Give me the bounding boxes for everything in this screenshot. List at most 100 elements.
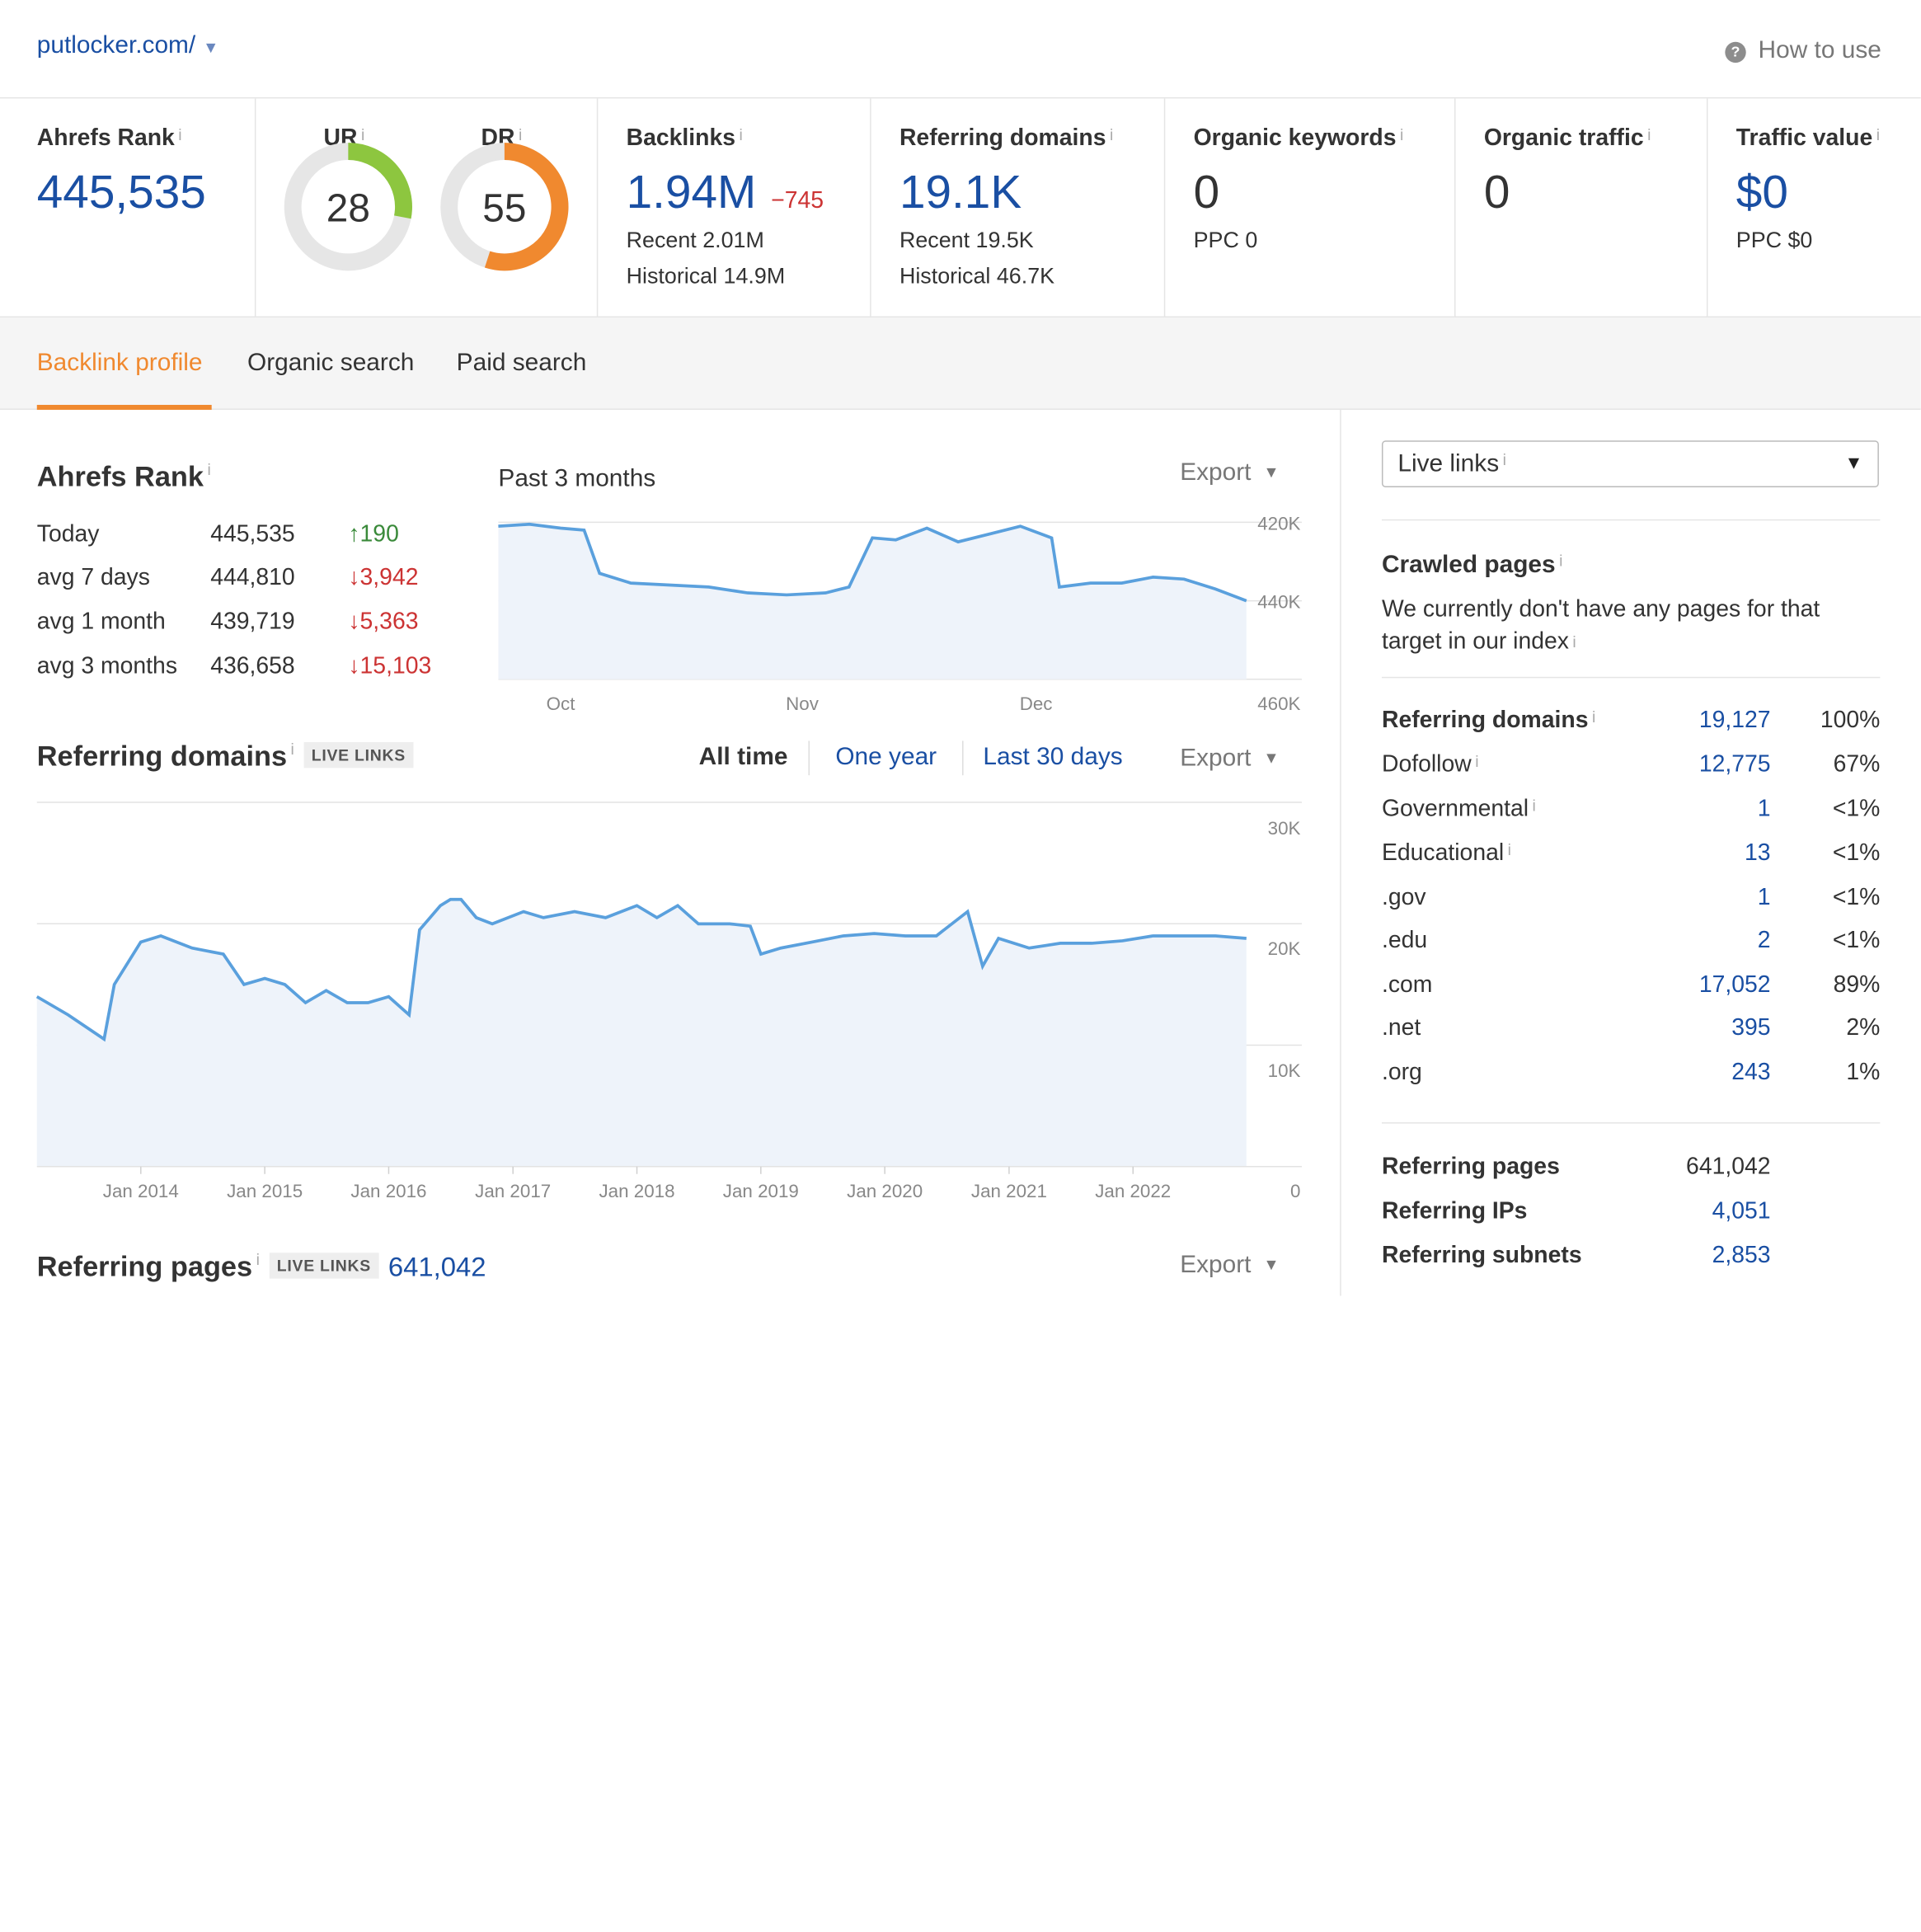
stat-percent: <1% [1832, 928, 1881, 954]
info-icon[interactable]: i [178, 125, 182, 144]
range-all-time[interactable]: All time [698, 743, 788, 771]
stat-value[interactable]: 2,853 [1712, 1243, 1771, 1269]
stat-value[interactable]: 1 [1757, 796, 1771, 822]
range-last-30-days[interactable]: Last 30 days [983, 743, 1123, 771]
export-button[interactable]: Export ▼ [1180, 744, 1280, 772]
page-stat-row: Referring pages 641,042 [1382, 1154, 1880, 1192]
rank-row-value: 444,810 [210, 565, 295, 591]
metric-value: 0 [1483, 167, 1510, 219]
stat-value[interactable]: 243 [1731, 1059, 1771, 1086]
range-one-year[interactable]: One year [835, 743, 937, 771]
ur-gauge-arc [347, 143, 412, 219]
info-icon[interactable]: i [739, 125, 743, 144]
rank-area [498, 524, 1247, 679]
how-to-use-label: How to use [1758, 36, 1881, 64]
info-icon[interactable]: i [1591, 707, 1596, 726]
metric-label: Organic keywords [1193, 125, 1397, 152]
metric-backlinks: Backlinks i 1.94M −745 Recent 2.01M Histor… [598, 98, 871, 317]
domain-selector[interactable]: putlocker.com/ ▼ [37, 32, 219, 60]
stat-label: .com [1381, 971, 1433, 999]
stat-value[interactable]: 2 [1757, 928, 1771, 954]
stat-label: .org [1381, 1059, 1422, 1086]
metric-historical[interactable]: Historical 14.9M [626, 263, 786, 289]
info-icon[interactable]: i [1475, 751, 1479, 771]
info-icon[interactable]: i [1647, 125, 1651, 144]
stat-percent: 89% [1833, 971, 1881, 999]
domain-stat-row: Referring domains i 19,127 100% [1382, 707, 1880, 745]
stat-value[interactable]: 4,051 [1712, 1198, 1771, 1225]
stat-percent: 2% [1846, 1015, 1881, 1041]
metric-recent[interactable]: Recent 2.01M [626, 228, 764, 252]
x-tick-label: Nov [786, 693, 820, 714]
metric-label: Organic traffic [1483, 125, 1644, 152]
metric-delta: −745 [771, 188, 824, 214]
stat-percent: <1% [1832, 840, 1881, 867]
metric-value[interactable]: 445,535 [36, 167, 206, 219]
rank-row-value: 445,535 [210, 521, 295, 548]
stat-value[interactable]: 19,127 [1698, 707, 1771, 734]
metric-organic-traffic: Organic traffic i 0 [1456, 98, 1708, 317]
metric-historical[interactable]: Historical 46.7K [899, 263, 1055, 289]
metric-value[interactable]: 1.94M [626, 167, 757, 219]
stat-label: Referring IPs [1381, 1198, 1528, 1225]
info-icon[interactable]: i [1572, 632, 1576, 651]
tab-backlink-profile[interactable]: Backlink profile [36, 349, 203, 377]
referring-pages-value[interactable]: 641,042 [387, 1251, 486, 1283]
ahrefs-rank-chart: 420K 440K 460K Oct Nov Dec [498, 513, 1302, 714]
arrow-down-icon: ↓ [348, 565, 360, 591]
page-stat-row: Referring subnets 2,853 [1382, 1243, 1880, 1280]
y-tick-label: 440K [1257, 592, 1300, 613]
stat-value[interactable]: 13 [1745, 840, 1771, 867]
referring-domains-area [36, 899, 1247, 1167]
stat-percent: 100% [1820, 707, 1881, 734]
x-tick-label: Jan 2014 [103, 1181, 179, 1201]
info-icon[interactable]: i [360, 125, 365, 144]
metric-label: Ahrefs Rank [36, 125, 175, 152]
stat-value[interactable]: 17,052 [1698, 971, 1771, 999]
right-panel [1340, 409, 1921, 1296]
stat-value: 641,042 [1686, 1154, 1771, 1181]
info-icon[interactable]: i [1876, 125, 1881, 144]
x-tick-label: Jan 2019 [723, 1181, 799, 1201]
caret-down-icon: ▼ [1263, 463, 1280, 482]
stat-percent: <1% [1832, 885, 1881, 911]
divider [1381, 1122, 1881, 1124]
stat-label: .gov [1381, 885, 1426, 911]
export-button[interactable]: Export ▼ [1180, 1251, 1280, 1279]
live-links-select[interactable]: Live links i ▼ [1381, 440, 1879, 487]
metric-ppc: PPC $0 [1735, 228, 1813, 252]
info-icon[interactable]: i [207, 460, 211, 479]
info-icon[interactable]: i [1502, 450, 1506, 469]
y-tick-label: 10K [1268, 1060, 1301, 1081]
stat-value[interactable]: 395 [1731, 1015, 1771, 1041]
rank-row-value: 439,719 [210, 609, 295, 636]
x-tick-label: Jan 2016 [350, 1181, 426, 1201]
info-icon[interactable]: i [1559, 551, 1563, 570]
domain-stat-row: Educational i 13 <1% [1382, 840, 1880, 877]
domain-stat-row: .gov 1 <1% [1382, 885, 1880, 922]
info-icon[interactable]: i [1109, 125, 1114, 144]
stat-label: Referring subnets [1381, 1243, 1582, 1269]
info-icon[interactable]: i [1507, 840, 1511, 859]
metric-recent[interactable]: Recent 19.5K [899, 228, 1034, 252]
info-icon[interactable]: i [290, 739, 294, 759]
info-icon[interactable]: i [518, 125, 523, 144]
tab-paid-search[interactable]: Paid search [456, 349, 587, 377]
arrow-down-icon: ↓ [348, 653, 360, 679]
stat-value[interactable]: 12,775 [1698, 751, 1771, 778]
export-button[interactable]: Export ▼ [1180, 458, 1280, 487]
stat-value[interactable]: 1 [1757, 885, 1771, 911]
stat-percent: 1% [1846, 1059, 1881, 1086]
stat-percent: 67% [1833, 751, 1881, 778]
arrow-up-icon: ↑ [348, 521, 360, 548]
info-icon[interactable]: i [1532, 796, 1536, 815]
metric-value[interactable]: 19.1K [899, 167, 1022, 219]
how-to-use-link[interactable]: ? How to use [1725, 37, 1881, 65]
info-icon[interactable]: i [1399, 125, 1404, 144]
caret-down-icon: ▼ [1263, 1255, 1280, 1274]
chevron-down-icon: ▼ [203, 38, 219, 57]
tab-organic-search[interactable]: Organic search [247, 349, 415, 377]
info-icon[interactable]: i [256, 1250, 260, 1269]
metric-value[interactable]: $0 [1735, 167, 1788, 219]
domain-stat-row: .org 243 1% [1382, 1060, 1880, 1097]
